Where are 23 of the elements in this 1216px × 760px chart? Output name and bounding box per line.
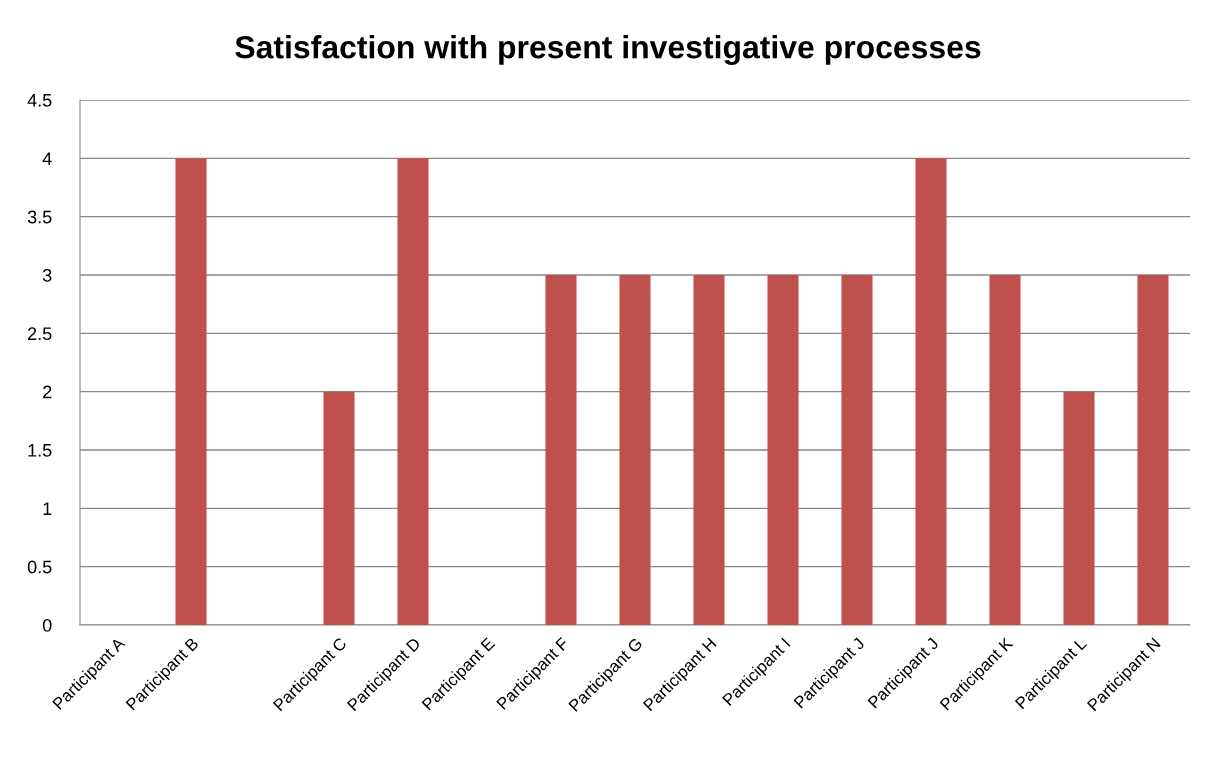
bar xyxy=(693,275,725,625)
y-tick-label: 0.5 xyxy=(27,560,52,574)
bar xyxy=(397,158,429,625)
bar xyxy=(915,158,947,625)
bar xyxy=(1137,275,1169,625)
bar xyxy=(767,275,799,625)
bar xyxy=(989,275,1021,625)
y-tick-label: 3.5 xyxy=(27,210,52,224)
bar xyxy=(841,275,873,625)
y-tick-label: 4 xyxy=(42,152,52,165)
y-tick-label: 2 xyxy=(43,385,52,399)
bar xyxy=(545,275,577,625)
y-tick-label: 0 xyxy=(42,618,52,632)
bar xyxy=(323,391,355,625)
bar xyxy=(175,158,207,625)
bar xyxy=(1063,391,1095,625)
bar xyxy=(619,275,651,625)
y-tick-label: 1 xyxy=(43,502,52,515)
y-tick-label: 3 xyxy=(42,268,52,282)
y-tick-label: 1.5 xyxy=(28,444,52,457)
chart-title: Satisfaction with present investigative processes xyxy=(235,35,981,65)
y-tick-label: 4.5 xyxy=(27,94,52,107)
y-tick-label: 2.5 xyxy=(28,327,52,341)
